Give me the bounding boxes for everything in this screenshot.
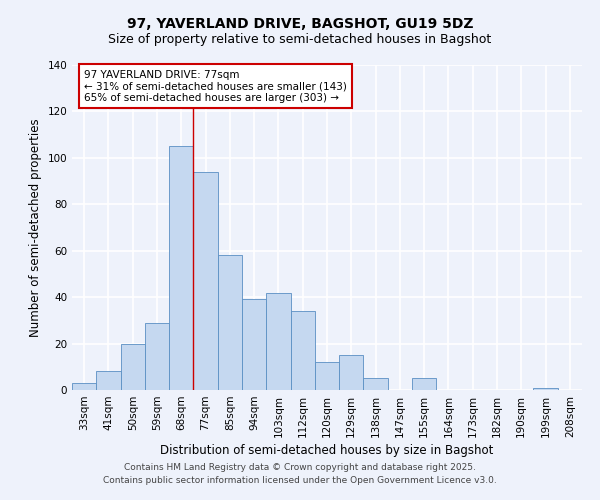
Bar — [169, 146, 193, 390]
Text: Contains HM Land Registry data © Crown copyright and database right 2025.: Contains HM Land Registry data © Crown c… — [124, 464, 476, 472]
Bar — [96, 372, 121, 390]
Text: Contains public sector information licensed under the Open Government Licence v3: Contains public sector information licen… — [103, 476, 497, 485]
Bar — [145, 322, 169, 390]
Bar — [339, 355, 364, 390]
Text: 97 YAVERLAND DRIVE: 77sqm
← 31% of semi-detached houses are smaller (143)
65% of: 97 YAVERLAND DRIVE: 77sqm ← 31% of semi-… — [84, 70, 347, 103]
Bar — [364, 378, 388, 390]
Bar — [121, 344, 145, 390]
Bar — [412, 378, 436, 390]
Y-axis label: Number of semi-detached properties: Number of semi-detached properties — [29, 118, 42, 337]
Bar — [533, 388, 558, 390]
Text: Size of property relative to semi-detached houses in Bagshot: Size of property relative to semi-detach… — [109, 32, 491, 46]
Text: 97, YAVERLAND DRIVE, BAGSHOT, GU19 5DZ: 97, YAVERLAND DRIVE, BAGSHOT, GU19 5DZ — [127, 18, 473, 32]
Bar — [218, 256, 242, 390]
Bar — [266, 292, 290, 390]
Bar — [242, 300, 266, 390]
Bar — [315, 362, 339, 390]
Bar — [290, 311, 315, 390]
X-axis label: Distribution of semi-detached houses by size in Bagshot: Distribution of semi-detached houses by … — [160, 444, 494, 457]
Bar — [193, 172, 218, 390]
Bar — [72, 383, 96, 390]
